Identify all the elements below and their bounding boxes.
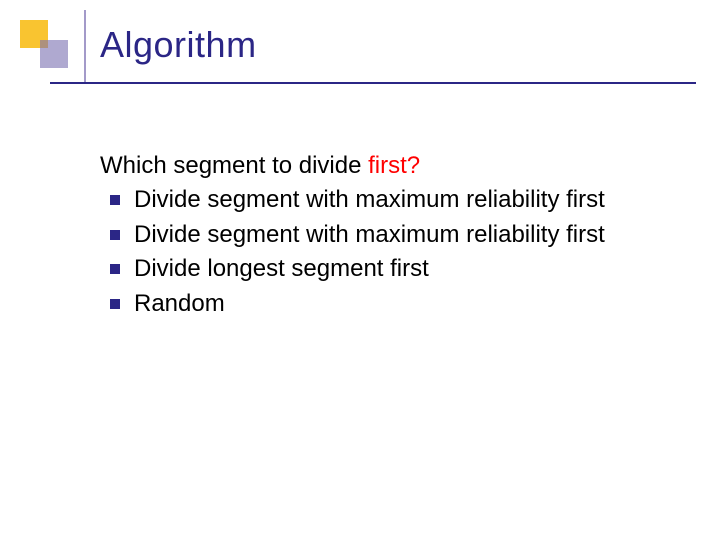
decor-vline [84, 10, 86, 82]
square-bullet-icon [110, 230, 120, 240]
list-item: Random [134, 288, 690, 320]
lead-highlight: first? [368, 152, 420, 179]
list-item: Divide longest segment first [134, 253, 690, 285]
title-decoration [0, 0, 110, 90]
slide: Algorithm Which segment to divide first?… [0, 0, 720, 540]
bullet-text: Random [134, 290, 225, 317]
bullet-text: Divide longest segment first [134, 255, 429, 282]
slide-title: Algorithm [100, 24, 257, 66]
lead-line: Which segment to divide first? [100, 150, 690, 182]
slide-body: Which segment to divide first? Divide se… [100, 150, 690, 320]
lead-prefix: Which segment to divide [100, 152, 368, 179]
square-bullet-icon [110, 264, 120, 274]
list-item: Divide segment with maximum reliability … [134, 219, 690, 251]
bullet-text: Divide segment with maximum reliability … [134, 186, 605, 213]
bullet-list: Divide segment with maximum reliability … [100, 184, 690, 320]
square-bullet-icon [110, 299, 120, 309]
square-bullet-icon [110, 195, 120, 205]
decor-square-purple [40, 40, 68, 68]
bullet-text: Divide segment with maximum reliability … [134, 221, 605, 248]
list-item: Divide segment with maximum reliability … [134, 184, 690, 216]
title-underline [50, 82, 696, 84]
